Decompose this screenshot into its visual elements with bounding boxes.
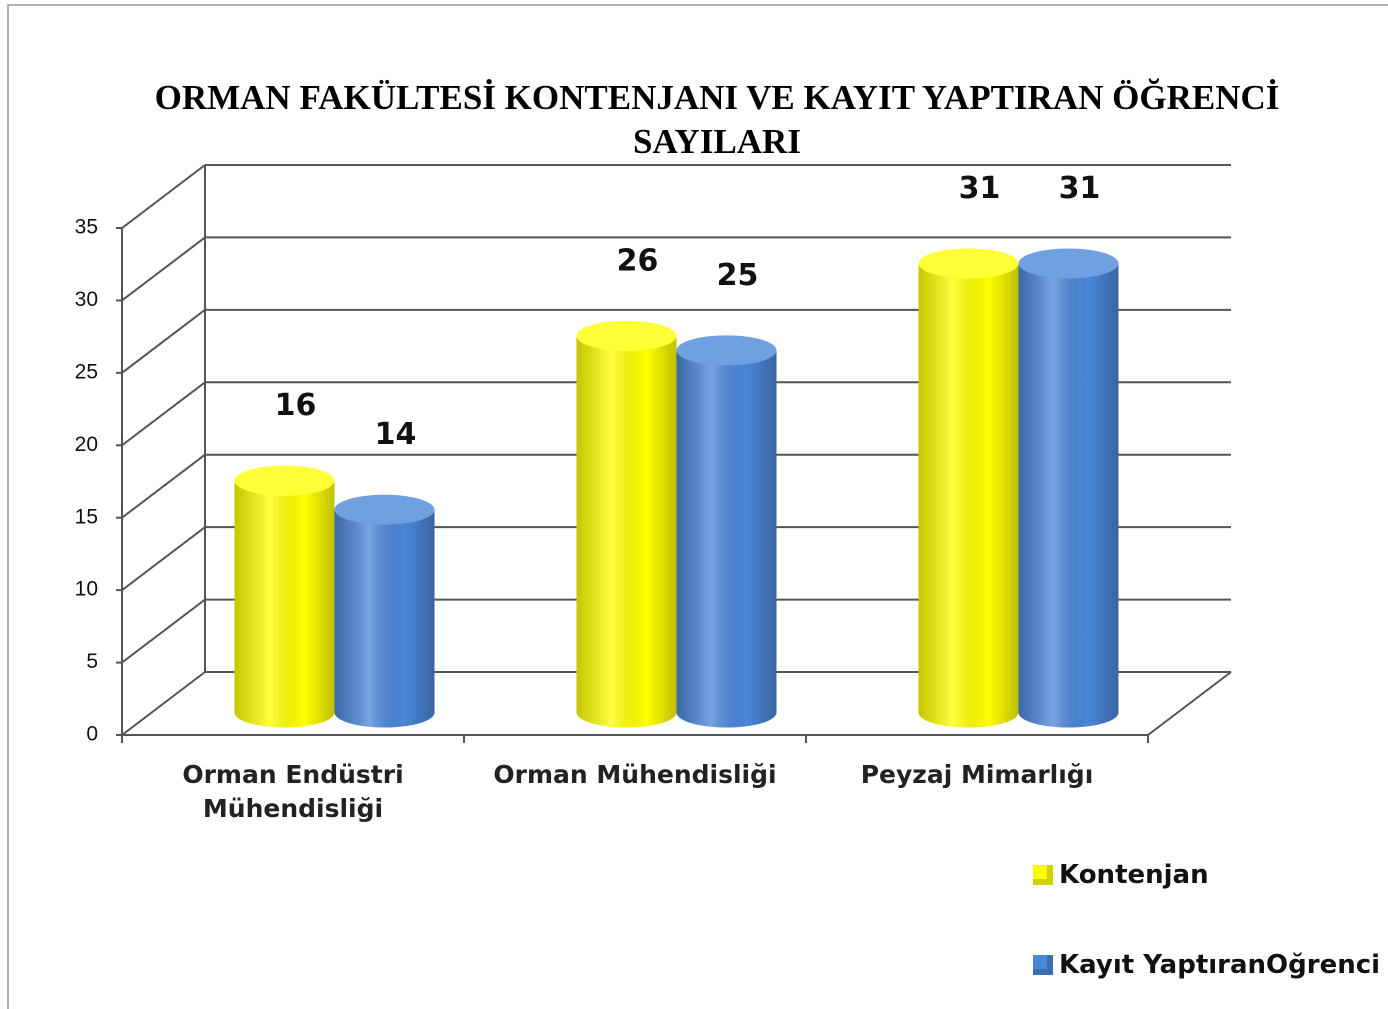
legend-swatch: [1033, 865, 1053, 885]
data-label: 26: [617, 243, 659, 278]
bar-shade: [918, 263, 1019, 728]
bar-top: [234, 465, 335, 496]
grid-line: [121, 381, 206, 447]
legend-item: Kontenjan: [1033, 860, 1209, 890]
grid-line: [121, 671, 206, 736]
bar-shade: [334, 509, 435, 728]
y-tick-label: 0: [86, 723, 98, 746]
legend-label: Kayıt YaptıranOğrenci: [1059, 950, 1381, 980]
bar-top-shine: [334, 494, 435, 525]
grid-line: [121, 453, 206, 519]
bar-shade: [234, 480, 335, 728]
legend-item: Kayıt YaptıranOğrenci: [1033, 950, 1380, 980]
bar-top: [676, 335, 777, 366]
data-label: 25: [717, 258, 759, 293]
legend-label: Kontenjan: [1059, 860, 1209, 890]
chart-border: [7, 4, 1388, 1009]
bar-top: [1018, 248, 1119, 279]
bar-top: [576, 320, 677, 351]
y-tick-label: 25: [75, 360, 98, 383]
y-tick-label: 35: [75, 216, 98, 239]
bar-shade: [1018, 263, 1119, 728]
y-tick-label: 20: [75, 433, 98, 456]
grid-line: [121, 598, 206, 664]
chart-title: ORMAN FAKÜLTESİ KONTENJANI VE KAYIT YAPT…: [154, 78, 1280, 161]
bar-top: [334, 494, 435, 525]
x-tick-label: Orman Endüstri Mühendisliği: [182, 760, 404, 823]
legend-swatch: [1033, 955, 1053, 975]
data-label: 31: [959, 171, 1001, 206]
bar-top-shine: [676, 335, 777, 366]
y-tick-label: 30: [75, 288, 98, 311]
grid-line: [121, 526, 206, 591]
bar-top-shine: [918, 248, 1019, 279]
grid-line: [121, 164, 206, 229]
bar-top-shine: [576, 320, 677, 351]
data-label: 14: [375, 417, 417, 452]
x-tick-label: Peyzaj Mimarlığı: [860, 760, 1094, 789]
bar-top-shine: [1018, 248, 1119, 279]
x-tick-label: Orman Mühendisliği: [493, 760, 777, 789]
grid-line: [121, 309, 206, 374]
y-tick-label: 15: [75, 505, 98, 528]
data-label: 16: [275, 388, 317, 423]
bar-shade: [676, 350, 777, 728]
bar-top: [918, 248, 1019, 279]
floor-right: [1147, 671, 1232, 736]
y-tick-label: 10: [75, 578, 98, 601]
data-label: 31: [1059, 171, 1101, 206]
grid-line: [121, 236, 206, 302]
y-tick-label: 5: [86, 650, 98, 673]
bar-top-shine: [234, 465, 335, 496]
bar-shade: [576, 335, 677, 728]
